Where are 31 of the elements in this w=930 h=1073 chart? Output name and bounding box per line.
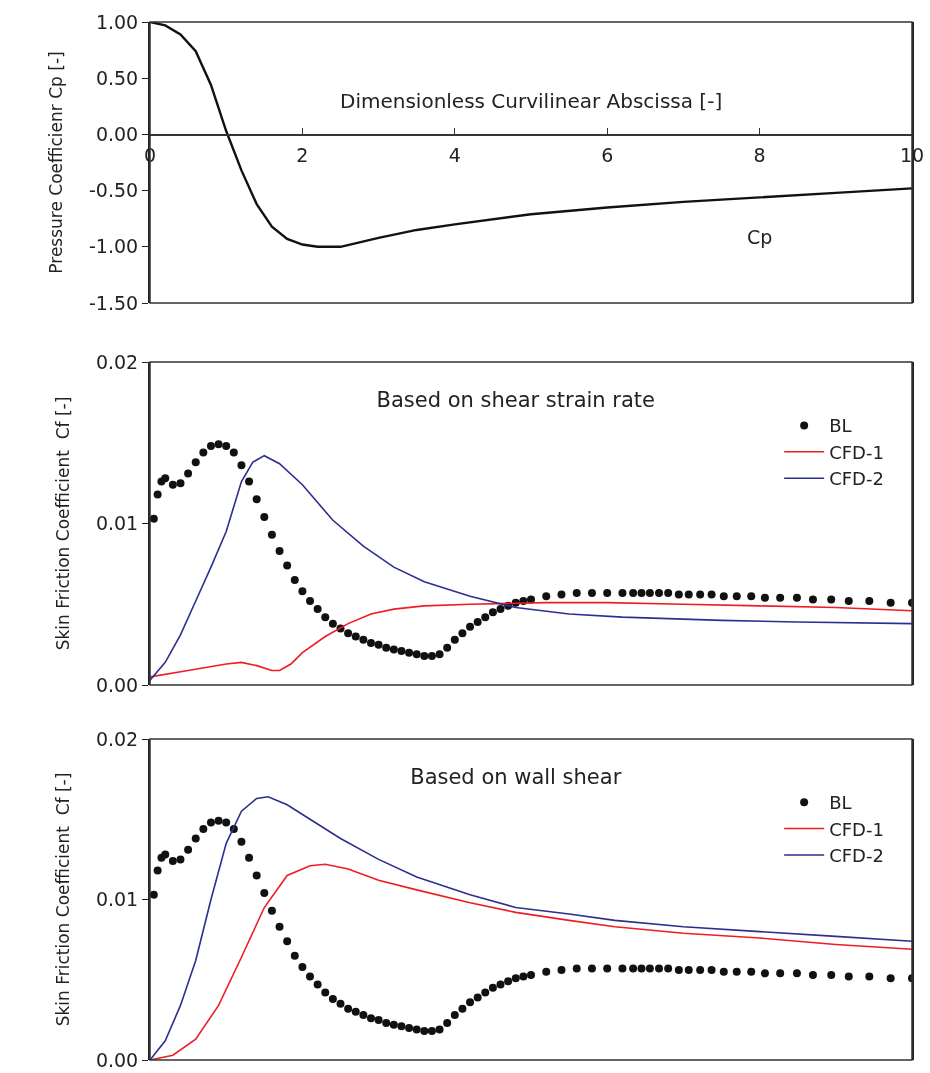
legend-label: CFD-2: [829, 844, 884, 866]
y-tick-label: 1.00: [95, 10, 139, 33]
y-tick-label: 0.50: [95, 66, 139, 89]
legend-label: CFD-2: [829, 468, 884, 490]
y-tick-label: 0.00: [95, 1048, 139, 1071]
line-series: [150, 863, 912, 1060]
x-tick-label: 2: [296, 144, 309, 167]
text: Based on wall shear: [410, 764, 622, 789]
y-axis-title: Skin Friction Coefficient Cf [-]: [52, 772, 73, 1027]
y-tick-label: 0.02: [95, 350, 139, 373]
text: Based on shear strain rate: [376, 388, 655, 413]
y-tick-label: 0.00: [95, 123, 139, 146]
legend-label: BL: [829, 792, 852, 814]
x-axis-title: Dimensionless Curvilinear Abscissa [-]: [340, 89, 723, 113]
y-tick-label: -1.00: [89, 235, 139, 258]
line-series: [150, 795, 912, 1060]
x-tick-label: 8: [753, 144, 766, 167]
y-tick-label: -0.50: [89, 179, 139, 202]
y-tick-label: -1.50: [89, 291, 139, 314]
x-tick-label: 4: [448, 144, 461, 167]
y-tick-label: 0.01: [95, 888, 139, 911]
y-tick-label: 0.00: [95, 673, 139, 696]
y-tick-label: 0.02: [95, 727, 139, 750]
legend-label: CFD-1: [829, 818, 884, 840]
y-tick-label: 0.01: [95, 512, 139, 535]
legend-label: BL: [829, 415, 852, 437]
legend-label: CFD-1: [829, 441, 884, 463]
series-label: Cp: [747, 226, 773, 248]
x-tick-label: 6: [601, 144, 614, 167]
y-axis-title: Pressure Coefficienr Cp [-]: [46, 51, 67, 274]
y-axis-title: Skin Friction Coefficient Cf [-]: [52, 396, 73, 651]
